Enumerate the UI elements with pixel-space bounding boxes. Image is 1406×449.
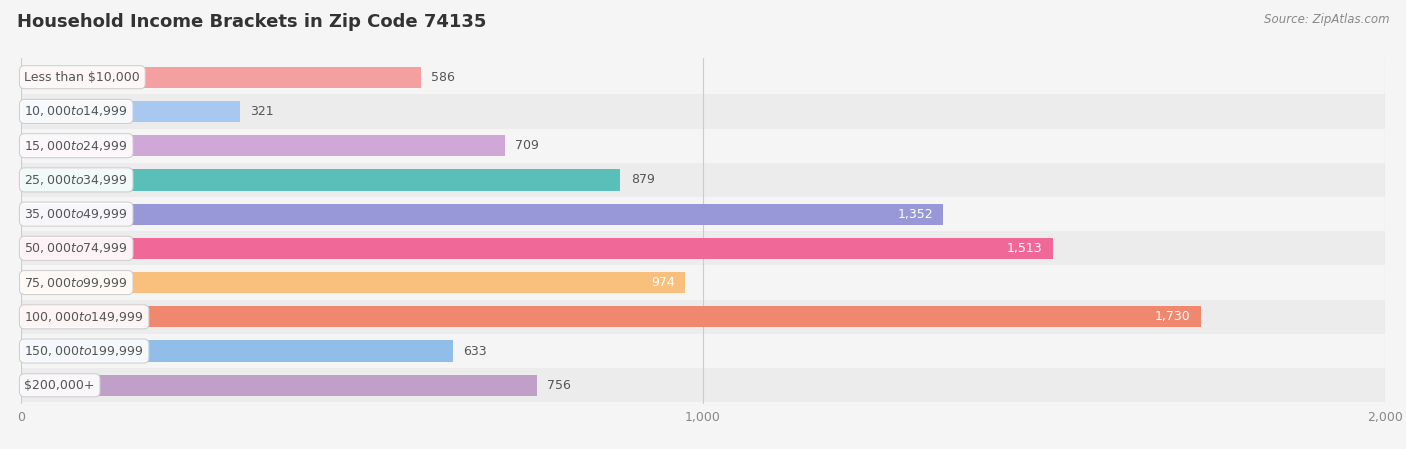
Text: Household Income Brackets in Zip Code 74135: Household Income Brackets in Zip Code 74… [17,13,486,31]
Text: 321: 321 [250,105,274,118]
Text: $35,000 to $49,999: $35,000 to $49,999 [24,207,128,221]
Bar [21,60,1385,94]
Text: 709: 709 [515,139,538,152]
Bar [21,169,620,190]
Bar [21,340,453,361]
Text: $75,000 to $99,999: $75,000 to $99,999 [24,276,128,290]
Text: 1,730: 1,730 [1154,310,1191,323]
Bar [21,163,1385,197]
Bar [21,238,1053,259]
Bar [21,272,685,293]
Text: 756: 756 [547,379,571,392]
Text: Source: ZipAtlas.com: Source: ZipAtlas.com [1264,13,1389,26]
Text: $100,000 to $149,999: $100,000 to $149,999 [24,310,143,324]
Text: 974: 974 [651,276,675,289]
Text: $50,000 to $74,999: $50,000 to $74,999 [24,242,128,255]
Bar [21,299,1385,334]
Bar [21,265,1385,299]
Bar [21,368,1385,402]
Text: $10,000 to $14,999: $10,000 to $14,999 [24,105,128,119]
Text: 586: 586 [430,70,454,84]
Bar [21,231,1385,265]
Bar [21,128,1385,163]
Text: Less than $10,000: Less than $10,000 [24,70,141,84]
Text: 879: 879 [631,173,655,186]
Bar [21,197,1385,231]
Text: 633: 633 [463,344,486,357]
Text: $150,000 to $199,999: $150,000 to $199,999 [24,344,143,358]
Text: 1,352: 1,352 [897,207,932,220]
Bar [21,101,240,122]
Text: $25,000 to $34,999: $25,000 to $34,999 [24,173,128,187]
Bar [21,374,537,396]
Bar [21,66,420,88]
Bar [21,94,1385,128]
Text: $15,000 to $24,999: $15,000 to $24,999 [24,139,128,153]
Bar [21,203,943,225]
Text: $200,000+: $200,000+ [24,379,96,392]
Bar [21,334,1385,368]
Bar [21,135,505,156]
Text: 1,513: 1,513 [1007,242,1043,255]
Bar [21,306,1201,327]
